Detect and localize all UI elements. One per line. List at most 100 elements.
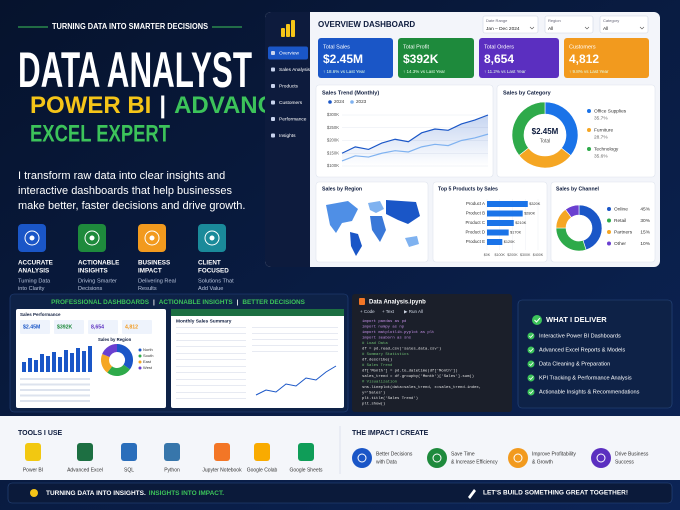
toolbar-button[interactable]: + Text xyxy=(382,309,395,314)
decor-row xyxy=(20,383,90,386)
feature-glyph xyxy=(144,230,160,246)
logo xyxy=(286,24,290,37)
x-tick-label: $0K xyxy=(484,253,491,257)
filter[interactable] xyxy=(599,15,649,34)
impact-text: & Increase Efficiency xyxy=(451,459,498,465)
filter[interactable] xyxy=(544,15,594,34)
text-part: | xyxy=(159,92,166,119)
tool-icon xyxy=(298,443,314,461)
check-icon xyxy=(527,388,535,396)
footer-cta: LET'S BUILD SOMETHING GREAT TOGETHER! xyxy=(483,490,628,497)
nav-icon xyxy=(271,117,275,121)
footer xyxy=(7,482,673,504)
text-part: ACTIONABLE INSIGHTS xyxy=(159,299,234,306)
bar xyxy=(487,239,503,245)
check xyxy=(529,362,534,366)
legend-label: Retail xyxy=(614,218,626,224)
filter-label: Region xyxy=(548,18,561,23)
nav-item[interactable]: Insights xyxy=(279,133,296,139)
chart-title: Sales by Channel xyxy=(556,186,600,192)
y-tick-label: Product A xyxy=(466,201,485,206)
decor-line xyxy=(255,365,337,396)
impact-icon xyxy=(352,448,372,468)
code-line: df.describe() xyxy=(362,358,392,363)
impact-text: Drive Business xyxy=(615,451,649,457)
bar xyxy=(487,220,514,226)
impact-text: with Data xyxy=(376,459,397,465)
y-tick-label: $300K xyxy=(327,112,339,117)
tagline: TURNING DATA INTO SMARTER DECISIONS xyxy=(52,22,209,31)
legend-label: Office Supplies xyxy=(594,108,627,114)
text-part: | xyxy=(153,299,155,306)
mini-kpi: 4,812 xyxy=(125,324,138,330)
decor-bar xyxy=(70,353,74,372)
mini-kpi: 8,654 xyxy=(91,324,104,330)
map-region xyxy=(326,201,358,233)
nav-item[interactable]: Products xyxy=(279,83,299,89)
code-line: import matplotlib.pyplot as plt xyxy=(362,330,434,335)
value-label: 30% xyxy=(640,218,650,224)
bar xyxy=(487,201,528,207)
filter[interactable] xyxy=(482,15,539,34)
decor-bar xyxy=(88,346,92,372)
impact-text: Better Decisions xyxy=(376,451,413,457)
code-line: import seaborn as sns xyxy=(362,336,412,341)
decor-row xyxy=(176,333,246,334)
legend-label: South xyxy=(143,353,153,358)
decor-row xyxy=(176,366,246,367)
kpi-card xyxy=(564,38,649,78)
feature-subtitle: Driving Smarter xyxy=(78,278,117,284)
decor-donut xyxy=(102,344,117,357)
nav-item[interactable]: Performance xyxy=(279,116,307,122)
kpi-value: 8,654 xyxy=(484,52,514,66)
value-label: $210K xyxy=(515,221,526,225)
toolbar-button[interactable]: + Code xyxy=(360,309,375,314)
feature-glyph xyxy=(24,230,40,246)
legend-swatch xyxy=(587,109,591,113)
footer-left: TURNING DATA INTO INSIGHTS. INSIGHTS INTO… xyxy=(46,490,224,497)
decor-row xyxy=(20,394,90,397)
legend-label: 2023 xyxy=(356,99,367,104)
kpi-value: 4,812 xyxy=(569,52,599,66)
kpi-label: Customers xyxy=(569,44,596,50)
line xyxy=(341,114,489,154)
legend-swatch xyxy=(138,348,142,352)
screenshot-title: Sales Performance xyxy=(20,312,61,317)
decor-bar xyxy=(64,350,68,372)
text-part: POWER BI xyxy=(30,92,151,119)
bar xyxy=(487,229,509,236)
nav-item[interactable]: Sales Analysis xyxy=(279,67,311,73)
chevron xyxy=(639,26,645,30)
mini-card xyxy=(20,320,50,334)
check-icon xyxy=(527,374,535,382)
code-line: sns.lineplot(data=sales_trend, x=sales_t… xyxy=(362,385,481,390)
deliver-item: Data Cleaning & Preparation xyxy=(539,361,610,367)
feature-title: IMPACT xyxy=(138,268,162,275)
decor-row xyxy=(176,353,246,354)
decor-row xyxy=(252,345,338,346)
nav-icon xyxy=(271,67,275,72)
kpi-label: Total Orders xyxy=(484,44,514,50)
kpi-change: ↑ 14.3% vs Last Year xyxy=(403,69,446,74)
legend-swatch xyxy=(607,241,611,246)
text-part: PROFESSIONAL DASHBOARDS xyxy=(51,299,150,306)
decor-bar xyxy=(46,356,50,372)
nav-item[interactable]: Overview xyxy=(279,50,300,56)
feature-title: ANALYSIS xyxy=(18,268,49,275)
feature-subtitle: into Clarity xyxy=(18,286,45,292)
section-title: WHAT I DELIVER xyxy=(546,315,607,324)
impact-icon xyxy=(591,448,611,468)
value-label: $280K xyxy=(524,212,535,216)
center-value: $2.45M xyxy=(532,127,559,136)
nav-item[interactable]: Customers xyxy=(279,100,303,106)
decor-row xyxy=(176,398,246,399)
map-region xyxy=(405,236,419,247)
toolbar-button[interactable]: ▶ Run All xyxy=(404,309,423,314)
impact-glyph xyxy=(513,453,523,463)
feature-title: INSIGHTS xyxy=(78,268,108,275)
legend-swatch xyxy=(587,128,591,132)
y-tick-label: Product B xyxy=(466,211,485,216)
kpi-value: $2.45M xyxy=(323,52,363,66)
legend-label: Online xyxy=(614,206,628,212)
kpi-label: Total Sales xyxy=(323,44,350,50)
